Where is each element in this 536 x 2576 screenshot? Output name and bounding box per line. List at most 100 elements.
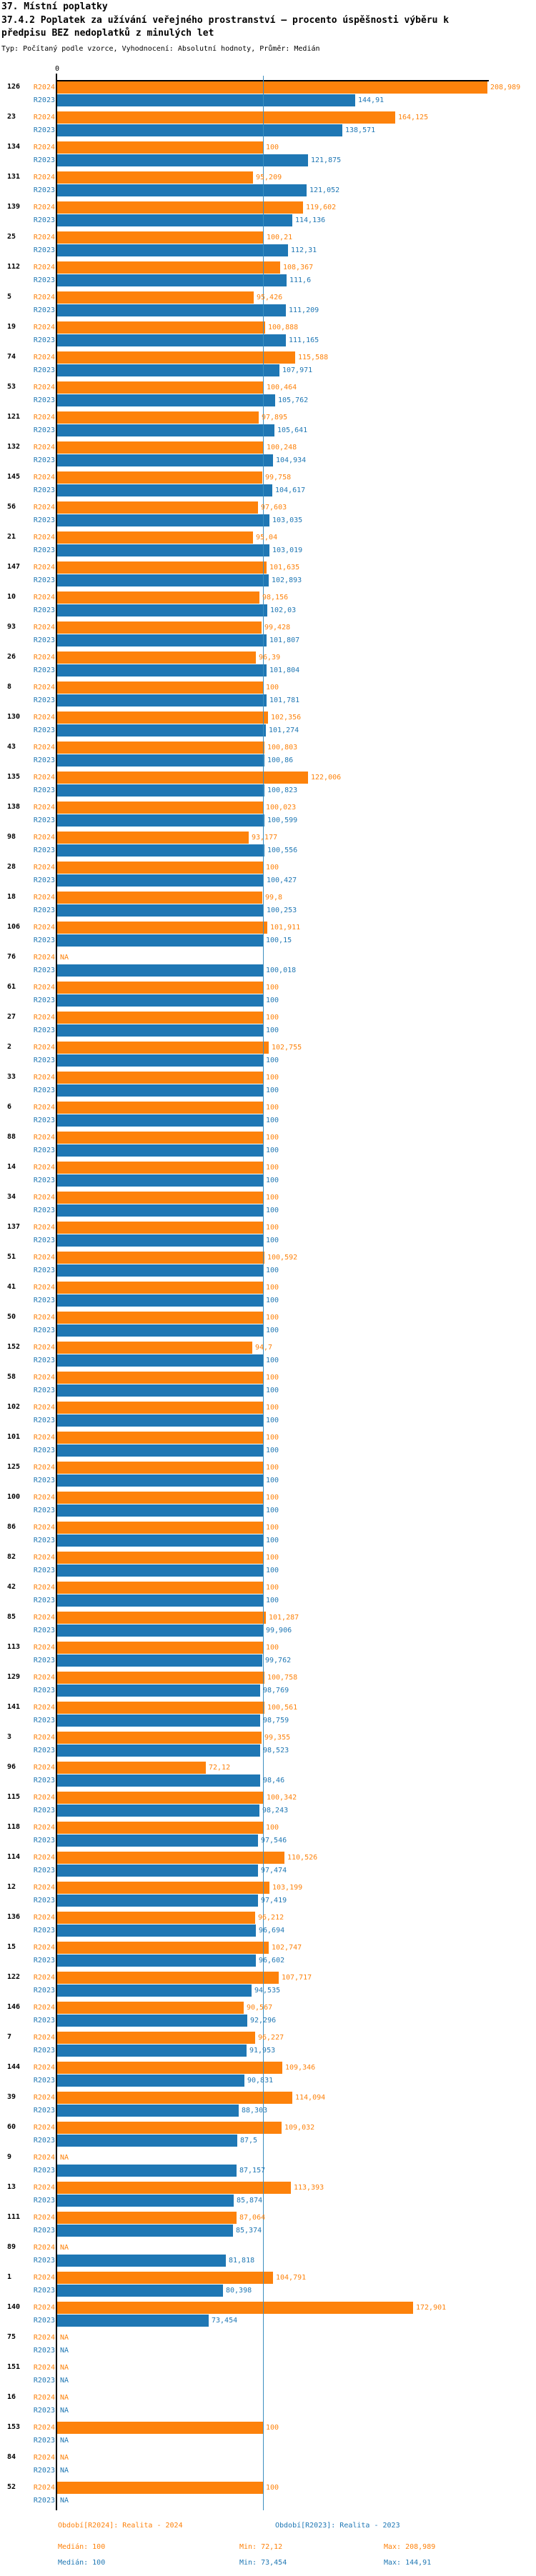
value-label-r2024: 100 — [266, 1524, 279, 1532]
bar-r2023 — [57, 1324, 263, 1337]
series-label-r2023: R2023 — [33, 1327, 55, 1334]
bar-r2024 — [57, 922, 267, 934]
row-id-label: 82 — [7, 1553, 16, 1561]
value-label-r2023: 100 — [266, 1207, 279, 1214]
value-label-r2023: 100,823 — [267, 787, 298, 794]
series-label-r2024: R2024 — [33, 2214, 55, 2222]
series-label-r2023: R2023 — [33, 1927, 55, 1935]
bar-r2023 — [57, 2255, 226, 2267]
bar-r2024 — [57, 1402, 263, 1414]
series-label-r2024: R2024 — [33, 954, 55, 962]
bar-r2024 — [57, 2182, 291, 2194]
value-label-r2023: 73,454 — [212, 2317, 238, 2325]
bar-r2024 — [57, 1282, 263, 1294]
series-label-r2024: R2024 — [33, 1194, 55, 1202]
bar-r2023 — [57, 1714, 260, 1727]
value-label-r2024: 103,199 — [272, 1884, 303, 1892]
bar-group: 61 R2024 100 R2023 100 — [0, 982, 536, 1012]
value-label-r2023: 100 — [266, 1387, 279, 1394]
bar-r2023 — [57, 1084, 263, 1097]
value-label-r2023: 100 — [266, 1567, 279, 1574]
series-label-r2024: R2024 — [33, 1974, 55, 1982]
series-label-r2024: R2024 — [33, 1824, 55, 1832]
row-id-label: 140 — [7, 2303, 21, 2311]
bar-group: 98 R2024 93,177 R2023 100,556 — [0, 832, 536, 862]
value-label-r2024: 99,428 — [264, 624, 291, 631]
bar-r2024 — [57, 1432, 263, 1444]
bar-group: 26 R2024 96,39 R2023 101,804 — [0, 652, 536, 682]
value-label-r2023: 138,571 — [345, 126, 376, 134]
bar-r2023 — [57, 754, 264, 767]
value-label-r2023: 97,546 — [261, 1837, 287, 1844]
bar-r2024 — [57, 772, 308, 784]
row-id-label: 15 — [7, 1943, 16, 1951]
series-label-r2023: R2023 — [33, 2227, 55, 2235]
bar-r2023 — [57, 244, 288, 256]
series-label-r2023: R2023 — [33, 516, 55, 524]
bar-r2023 — [57, 1204, 263, 1217]
row-id-label: 112 — [7, 263, 21, 271]
value-label-r2024: 100 — [266, 1224, 279, 1232]
series-label-r2023: R2023 — [33, 2437, 55, 2445]
value-label-r2024: 99,8 — [265, 894, 283, 902]
bar-r2023 — [57, 1294, 263, 1307]
row-id-label: 153 — [7, 2423, 21, 2431]
bar-group: 85 R2024 101,287 R2023 99,906 — [0, 1612, 536, 1642]
series-label-r2024: R2024 — [33, 504, 55, 511]
chart-subtitle-line1: 37.4.2 Poplatek za užívání veřejného pro… — [1, 15, 450, 26]
series-label-r2023: R2023 — [33, 1717, 55, 1724]
bar-r2023 — [57, 1924, 256, 1937]
value-label-r2024: 97,603 — [261, 504, 287, 511]
series-label-r2024: R2024 — [33, 714, 55, 722]
bar-r2023 — [57, 2135, 237, 2147]
series-label-r2023: R2023 — [33, 1987, 55, 1995]
series-label-r2023: R2023 — [33, 1147, 55, 1154]
value-label-r2024: 101,635 — [269, 564, 300, 571]
bar-r2023 — [57, 1414, 263, 1427]
row-id-label: 52 — [7, 2483, 16, 2491]
bar-r2023 — [57, 1804, 259, 1817]
bar-r2024 — [57, 1672, 264, 1684]
value-label-r2024: 102,755 — [272, 1044, 302, 1052]
value-label-r2024: NA — [60, 2154, 69, 2162]
bar-group: 60 R2024 109,032 R2023 87,5 — [0, 2122, 536, 2152]
value-label-r2024: 100 — [266, 1134, 279, 1142]
series-label-r2023: R2023 — [33, 1087, 55, 1094]
series-label-r2024: R2024 — [33, 354, 55, 361]
series-label-r2024: R2024 — [33, 654, 55, 662]
value-label-r2023: 101,274 — [269, 727, 299, 734]
value-label-r2023: 100 — [266, 1417, 279, 1424]
series-label-r2023: R2023 — [33, 426, 55, 434]
bar-r2023 — [57, 2165, 237, 2177]
bar-r2023 — [57, 1955, 256, 1967]
value-label-r2023: 111,6 — [289, 276, 312, 284]
value-label-r2023: 100 — [266, 1027, 279, 1034]
bar-r2024 — [57, 291, 254, 304]
bar-r2023 — [57, 214, 292, 226]
stat-r2024-median: Medián: 100 — [58, 2543, 106, 2551]
series-label-r2024: R2024 — [33, 1344, 55, 1352]
bar-group: 16 R2024 NA R2023 NA — [0, 2392, 536, 2422]
series-label-r2024: R2024 — [33, 1074, 55, 1082]
value-label-r2024: 100 — [266, 684, 279, 692]
row-id-label: 53 — [7, 383, 16, 391]
bar-group: 52 R2024 100 R2023 NA — [0, 2482, 536, 2512]
bar-group: 152 R2024 94,7 R2023 100 — [0, 1342, 536, 1372]
bar-group: 51 R2024 100,592 R2023 100 — [0, 1252, 536, 1282]
value-label-r2023: 100 — [266, 1477, 279, 1484]
value-label-r2024: 100,342 — [267, 1794, 297, 1802]
series-label-r2023: R2023 — [33, 246, 55, 254]
series-label-r2024: R2024 — [33, 2454, 55, 2462]
value-label-r2023: 87,5 — [240, 2137, 258, 2145]
series-label-r2024: R2024 — [33, 1494, 55, 1502]
value-label-r2023: 100 — [266, 997, 279, 1004]
row-id-label: 74 — [7, 353, 16, 361]
bar-group: 19 R2024 100,888 R2023 111,165 — [0, 321, 536, 351]
bar-group: 18 R2024 99,8 R2023 100,253 — [0, 892, 536, 922]
value-label-r2023: 85,874 — [237, 2197, 263, 2205]
row-id-label: 151 — [7, 2363, 21, 2371]
bar-group: 14 R2024 100 R2023 100 — [0, 1162, 536, 1192]
bar-r2023 — [57, 1985, 252, 1997]
bar-r2024 — [57, 381, 264, 394]
